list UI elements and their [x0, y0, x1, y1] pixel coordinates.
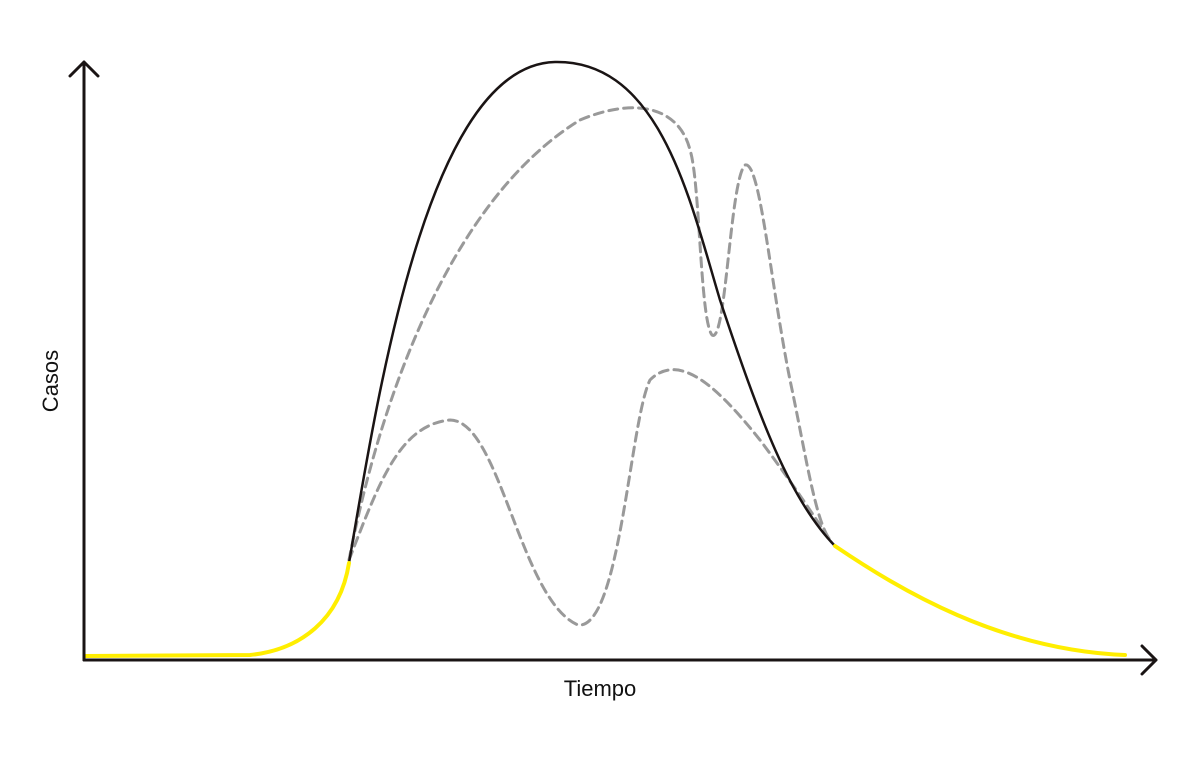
- y-axis-label: Casos: [38, 350, 63, 412]
- alternative-curve: [347, 106, 832, 562]
- y-axis: [68, 60, 100, 662]
- highlight-curve-start: [84, 561, 351, 658]
- x-axis: [82, 644, 1158, 676]
- x-axis-label: Tiempo: [564, 676, 637, 701]
- alternative-curve: [347, 368, 832, 627]
- highlight-curve-end: [833, 544, 1127, 657]
- main-curve: [347, 60, 837, 565]
